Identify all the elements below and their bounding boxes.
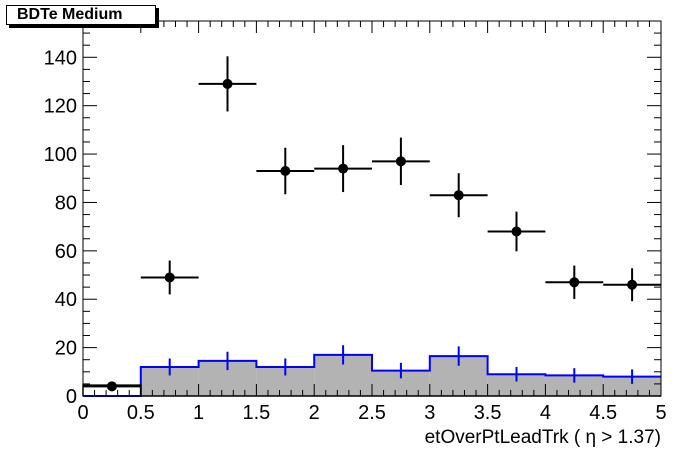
y-tick-label: 0	[66, 386, 77, 408]
x-tick-label: 2	[309, 402, 320, 424]
data-point	[627, 279, 638, 290]
y-tick-label: 60	[55, 241, 77, 263]
y-tick-label: 80	[55, 192, 77, 214]
data-point	[395, 156, 406, 167]
chart-title: BDTe Medium	[6, 5, 156, 25]
data-point	[338, 163, 349, 174]
x-tick-label: 1	[193, 402, 204, 424]
data-point	[453, 190, 464, 201]
x-tick-label: 1.5	[242, 402, 270, 424]
x-tick-label: 4.5	[589, 402, 617, 424]
y-tick-label: 100	[44, 144, 77, 166]
x-tick-label: 3.5	[474, 402, 502, 424]
mc-histogram-outline	[83, 353, 661, 397]
axis-ticks-layer	[82, 20, 662, 397]
data-point	[164, 272, 175, 283]
x-tick-label: 5	[655, 402, 666, 424]
x-tick-label: 3	[424, 402, 435, 424]
y-tick-label: 140	[44, 47, 77, 69]
x-tick-label: 4	[540, 402, 551, 424]
data-points-layer	[83, 56, 661, 392]
data-point	[222, 78, 233, 89]
x-tick-label: 0	[77, 402, 88, 424]
x-axis-title: etOverPtLeadTrk ( η > 1.37)	[425, 427, 661, 448]
y-tick-label: 20	[55, 338, 77, 360]
y-tick-label: 120	[44, 96, 77, 118]
x-tick-label: 2.5	[358, 402, 386, 424]
y-tick-label: 40	[55, 289, 77, 311]
tick-labels-layer: 0 0.5 1 1.5 2 2.5 3 3.5 4 4.5 5 0 20 40 60 80 100 120 140	[44, 47, 667, 424]
data-point	[280, 166, 291, 176]
data-point	[569, 277, 580, 288]
data-point	[106, 381, 117, 392]
mc-bin-fill	[603, 376, 661, 396]
mc-bin-fill	[487, 374, 546, 396]
plot-frame	[82, 20, 662, 397]
x-tick-label: 0.5	[127, 402, 155, 424]
data-point	[511, 226, 522, 237]
mc-bin-fill	[545, 375, 604, 396]
